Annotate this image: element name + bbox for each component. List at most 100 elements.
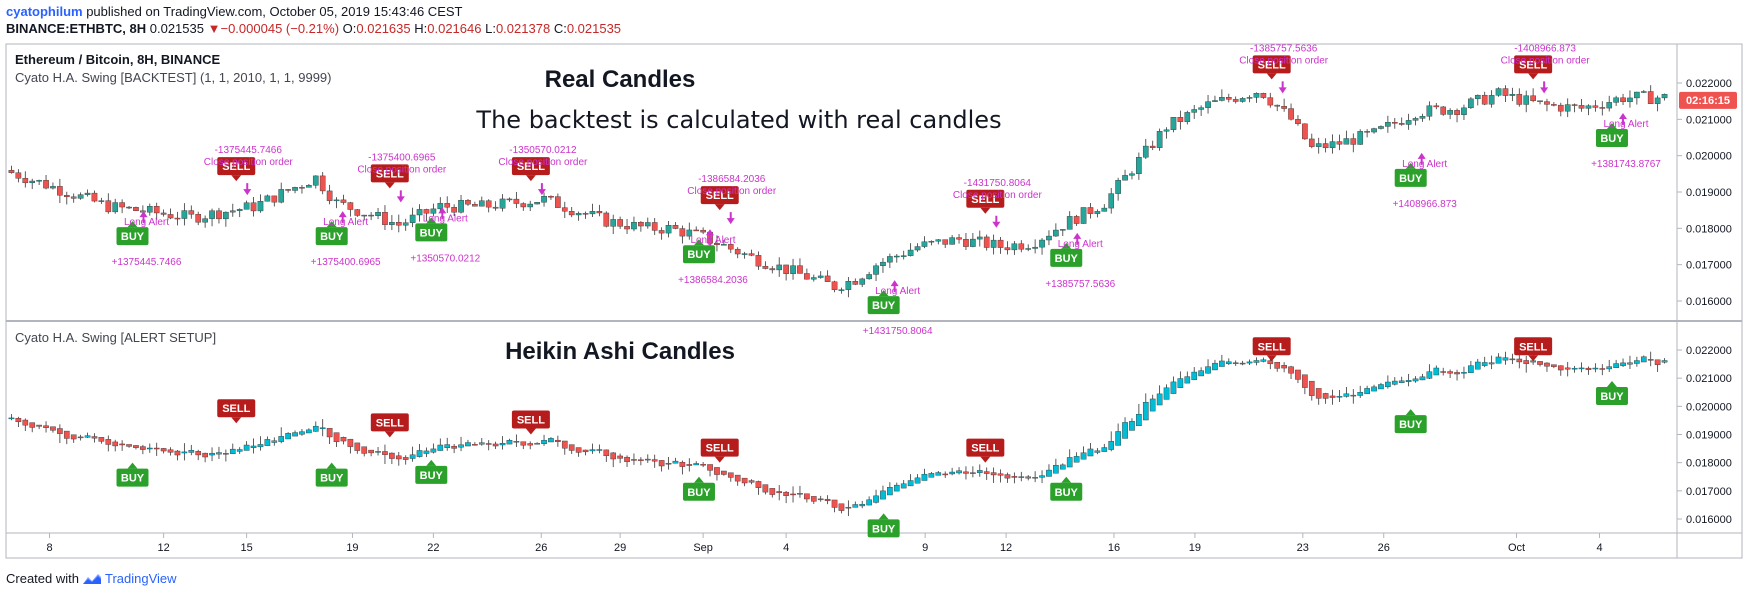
ha-candle-body [285, 433, 291, 440]
buy-signal: BUY [116, 221, 149, 246]
ha-buy-signal: BUY [682, 476, 715, 501]
ha-candle-body [1398, 380, 1405, 383]
ha-candle-body [423, 450, 430, 454]
ha-candle-body [610, 452, 617, 460]
real-candle-body [306, 185, 312, 188]
ha-candle-body [1239, 362, 1246, 365]
real-candle-body [1288, 108, 1294, 120]
ha-candle-body [1371, 386, 1377, 392]
ha-candle-body [921, 473, 928, 481]
ha-candle-body [679, 461, 686, 467]
ha-candle-body [167, 449, 174, 453]
long-arrow-icon [338, 211, 347, 224]
real-candle-body [755, 255, 762, 267]
real-candle-body [333, 199, 340, 202]
ha-candle-body [790, 493, 796, 496]
ha-candle-body [852, 504, 859, 508]
real-candle-body [1530, 95, 1536, 101]
real-candle-body [1025, 248, 1032, 250]
open-label: O: [342, 21, 357, 36]
ha-candle-body [1142, 401, 1149, 421]
real-candle-body [1011, 243, 1018, 251]
price-axis-bottom[interactable]: 0.016000 0.017000 0.018000 0.019000 0.020000… [1677, 345, 1732, 526]
buy-signal: BUY [1050, 242, 1083, 267]
real-candle-body [1163, 129, 1170, 132]
ha-buy-signal: BUY [1595, 380, 1628, 405]
ha-candle-body [1225, 361, 1232, 364]
real-candle-body [382, 212, 388, 225]
ha-sell-signal: SELL [1252, 337, 1291, 362]
ha-candle-body [1080, 452, 1087, 460]
x-axis-tick-label: 19 [346, 542, 358, 554]
price-axis-top[interactable]: 0.016000 0.017000 0.018000 0.019000 0.020000… [1677, 78, 1732, 308]
ha-candle-body [312, 425, 319, 432]
buy-signal-text: BUY [320, 231, 344, 243]
x-axis-tick-label: 23 [1297, 542, 1309, 554]
ha-candle-body [174, 450, 181, 456]
ha-candle-body [465, 442, 471, 447]
real-candle-body [437, 203, 444, 210]
long-alert-label: Long Alert [1603, 119, 1648, 130]
low-value: 0.021378 [495, 21, 551, 36]
real-candle-body [312, 175, 319, 186]
ha-candle-body [976, 470, 983, 473]
low-label: L: [485, 21, 496, 36]
long-arrow-icon [438, 207, 447, 220]
y-axis-top-tick-label: 0.020000 [1686, 151, 1732, 163]
buy-signal-text: BUY [1055, 253, 1079, 265]
real-candle-body [976, 236, 983, 240]
close-order-label: Close position order [1501, 55, 1591, 66]
real-candle-body [949, 237, 955, 245]
real-candle-body [472, 204, 478, 207]
ha-sell-signal-box [1252, 337, 1291, 356]
real-candle-body [1281, 106, 1287, 109]
ha-candle-body [1288, 366, 1294, 374]
ha-candle-body [845, 506, 852, 509]
ha-candle-body [783, 491, 789, 496]
author-link[interactable]: cyatophilum [6, 4, 83, 19]
buy-signal-box [1595, 128, 1628, 147]
buy-signal-box [1050, 248, 1083, 267]
close-order-label: Close position order [687, 186, 777, 197]
real-candle-body [70, 196, 77, 199]
ha-candle-body [181, 451, 188, 454]
ha-buy-signal-text: BUY [687, 487, 711, 499]
real-candle-body [1232, 99, 1239, 102]
ha-candle-body [1592, 367, 1599, 370]
ha-candle-body [1059, 464, 1066, 470]
backtest-indicator-title[interactable]: Cyato H.A. Swing [BACKTEST] (1, 1, 2010,… [15, 70, 331, 85]
ha-candle-body [804, 493, 810, 500]
real-candle-body [478, 200, 485, 207]
real-candle-body [160, 212, 167, 215]
real-candle-body [1634, 91, 1640, 99]
real-candle-body [1571, 104, 1578, 106]
alert-indicator-title[interactable]: Cyato H.A. Swing [ALERT SETUP] [15, 330, 216, 345]
ha-candle-body [271, 440, 278, 443]
long-pnl-label: +1386584.2036 [678, 275, 748, 286]
y-axis-bottom-tick-label: 0.018000 [1686, 458, 1732, 470]
real-candle-body [1308, 138, 1315, 147]
real-candle-body [1661, 94, 1668, 99]
y-axis-top-tick-label: 0.018000 [1686, 223, 1732, 235]
x-axis-tick-label: 16 [1108, 542, 1120, 554]
x-axis-tick-label: 22 [427, 542, 439, 554]
real-candle-body [1094, 211, 1101, 214]
real-candle-body [1170, 117, 1177, 130]
real-candle-body [188, 210, 195, 215]
real-candle-body [264, 195, 271, 202]
ha-sell-signal-text: SELL [222, 403, 250, 415]
ha-sell-signal-box [217, 399, 256, 418]
time-axis[interactable]: 8 12 15 19 22 26 29 Sep 4 9 12 16 19 23 26 Oct 4 [46, 533, 1603, 554]
ha-candle-body [859, 504, 866, 507]
ha-candle-body [119, 443, 125, 446]
tradingview-link[interactable]: TradingView [104, 571, 177, 586]
real-candle-body [990, 239, 997, 248]
real-candle-body [1350, 138, 1357, 145]
real-candle-body [195, 214, 202, 223]
real-candle-body [1481, 94, 1488, 105]
real-candle-body [278, 189, 285, 203]
real-candle-body [817, 275, 824, 278]
ha-buy-signal-pointer [127, 462, 138, 469]
sell-signal-box [1252, 55, 1291, 74]
